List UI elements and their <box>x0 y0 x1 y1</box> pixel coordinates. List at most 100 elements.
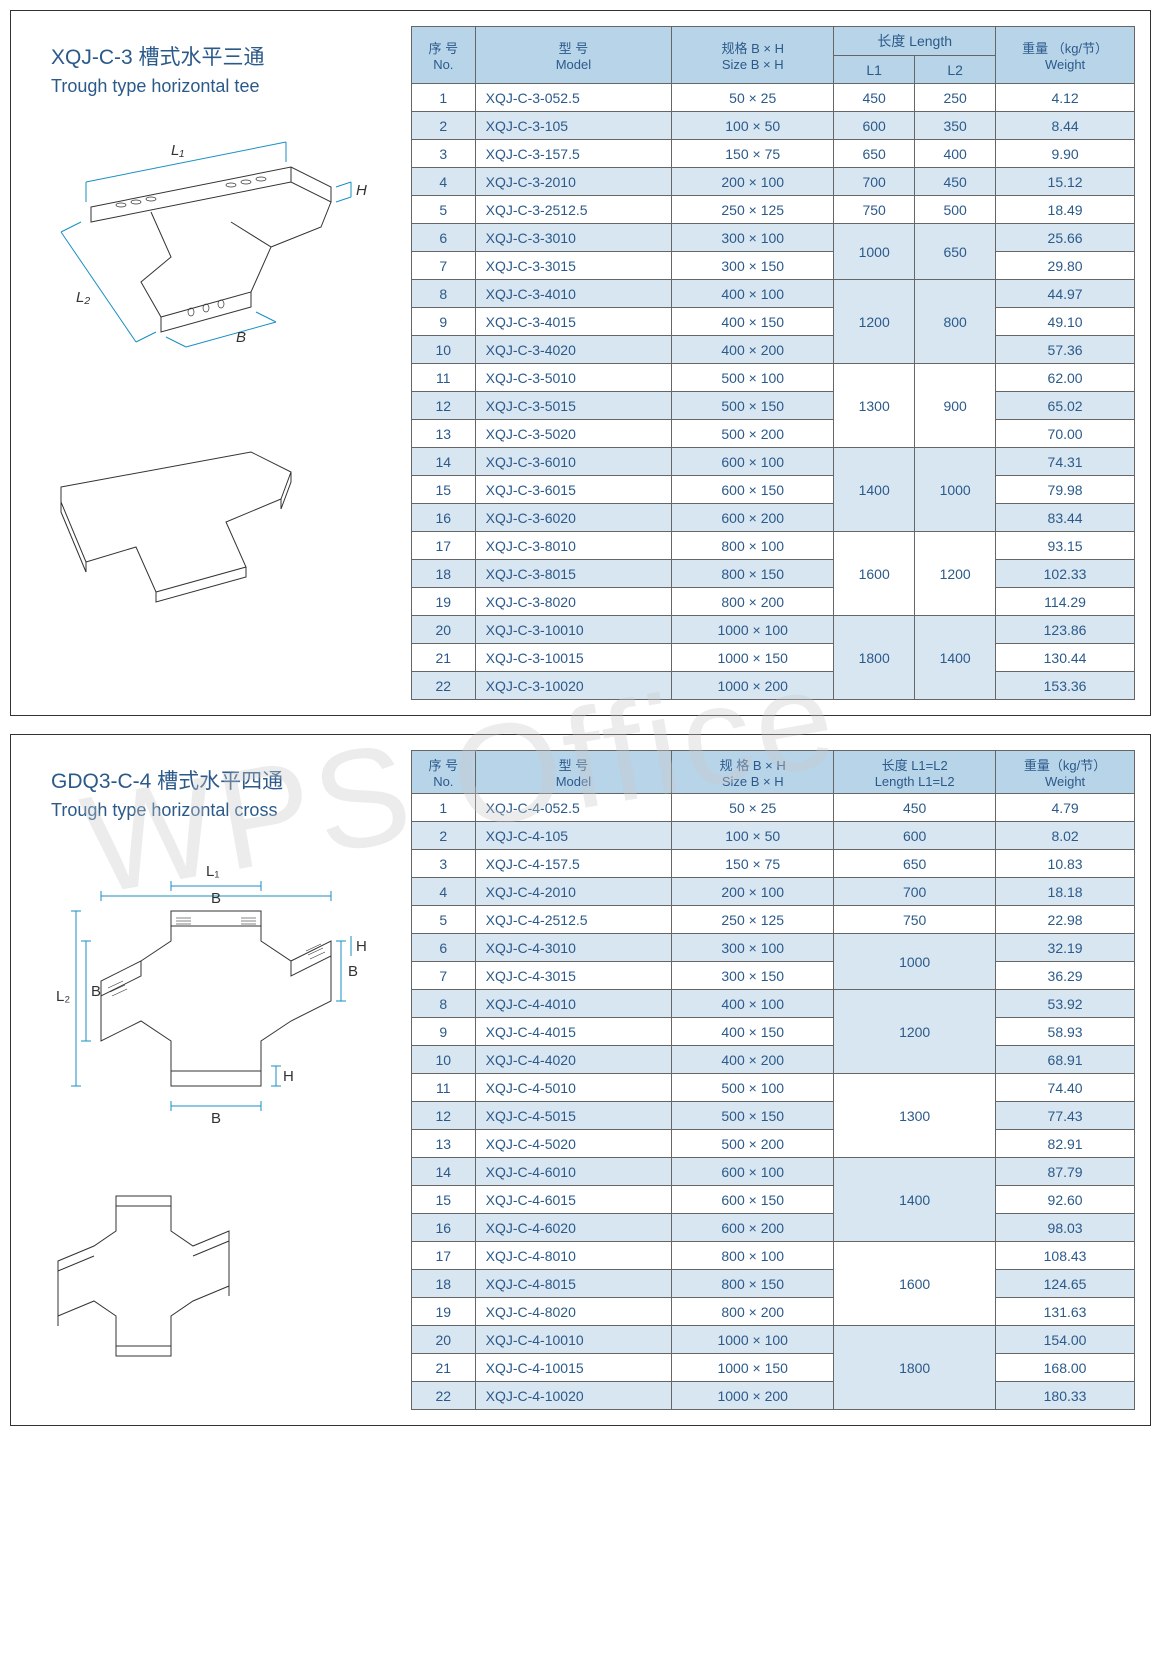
cell-no: 10 <box>412 336 476 364</box>
table-row: 4XQJ-C-3-2010200 × 10070045015.12 <box>412 168 1135 196</box>
cell-weight: 74.40 <box>996 1074 1135 1102</box>
cell-weight: 98.03 <box>996 1214 1135 1242</box>
cell-no: 9 <box>412 1018 476 1046</box>
cell-l1: 1300 <box>834 364 915 448</box>
table-row: 19XQJ-C-3-8020800 × 200114.29 <box>412 588 1135 616</box>
cell-weight: 65.02 <box>996 392 1135 420</box>
cell-no: 19 <box>412 1298 476 1326</box>
cell-l2: 500 <box>915 196 996 224</box>
cell-length: 700 <box>834 878 996 906</box>
cell-no: 5 <box>412 906 476 934</box>
table-row: 10XQJ-C-3-4020400 × 20057.36 <box>412 336 1135 364</box>
cell-model: XQJ-C-4-10015 <box>475 1354 672 1382</box>
table-row: 14XQJ-C-3-6010600 × 1001400100074.31 <box>412 448 1135 476</box>
cell-l1: 1600 <box>834 532 915 616</box>
table-row: 6XQJ-C-3-3010300 × 100100065025.66 <box>412 224 1135 252</box>
cell-length: 650 <box>834 850 996 878</box>
cell-no: 7 <box>412 252 476 280</box>
cell-model: XQJ-C-3-6020 <box>475 504 672 532</box>
cell-size: 600 × 150 <box>672 476 834 504</box>
cell-l1: 450 <box>834 84 915 112</box>
table-row: 18XQJ-C-3-8015800 × 150102.33 <box>412 560 1135 588</box>
cell-size: 600 × 100 <box>672 1158 834 1186</box>
cell-length: 1400 <box>834 1158 996 1242</box>
cell-size: 1000 × 100 <box>672 616 834 644</box>
cell-size: 500 × 200 <box>672 1130 834 1158</box>
cell-size: 600 × 100 <box>672 448 834 476</box>
cell-no: 22 <box>412 672 476 700</box>
h2-model-en: Model <box>482 774 666 789</box>
panel1-subtitle: Trough type horizontal tee <box>51 76 396 97</box>
cell-weight: 153.36 <box>996 672 1135 700</box>
cell-no: 4 <box>412 878 476 906</box>
cell-length: 600 <box>834 822 996 850</box>
table-row: 2XQJ-C-4-105100 × 506008.02 <box>412 822 1135 850</box>
cell-weight: 29.80 <box>996 252 1135 280</box>
panel-cross: GDQ3-C-4 槽式水平四通 Trough type horizontal c… <box>10 734 1151 1426</box>
h-l2: L2 <box>915 56 996 84</box>
cell-model: XQJ-C-4-6020 <box>475 1214 672 1242</box>
dim-l1-2: L₁ <box>206 863 219 880</box>
cell-model: XQJ-C-3-6010 <box>475 448 672 476</box>
cell-model: XQJ-C-4-5015 <box>475 1102 672 1130</box>
dim-l1: L₁ <box>171 142 184 159</box>
table-row: 19XQJ-C-4-8020800 × 200131.63 <box>412 1298 1135 1326</box>
cell-model: XQJ-C-3-157.5 <box>475 140 672 168</box>
cell-model: XQJ-C-3-8020 <box>475 588 672 616</box>
table-row: 17XQJ-C-3-8010800 × 1001600120093.15 <box>412 532 1135 560</box>
cell-weight: 9.90 <box>996 140 1135 168</box>
cell-no: 14 <box>412 448 476 476</box>
table-row: 13XQJ-C-3-5020500 × 20070.00 <box>412 420 1135 448</box>
cell-model: XQJ-C-4-6015 <box>475 1186 672 1214</box>
cell-weight: 154.00 <box>996 1326 1135 1354</box>
cell-model: XQJ-C-3-3015 <box>475 252 672 280</box>
cell-model: XQJ-C-3-6015 <box>475 476 672 504</box>
panel2-title: GDQ3-C-4 槽式水平四通 <box>51 765 396 795</box>
cell-weight: 62.00 <box>996 364 1135 392</box>
table-row: 14XQJ-C-4-6010600 × 100140087.79 <box>412 1158 1135 1186</box>
cell-l1: 600 <box>834 112 915 140</box>
cell-weight: 168.00 <box>996 1354 1135 1382</box>
cell-no: 11 <box>412 1074 476 1102</box>
cell-weight: 74.31 <box>996 448 1135 476</box>
cell-l1: 650 <box>834 140 915 168</box>
table-row: 13XQJ-C-4-5020500 × 20082.91 <box>412 1130 1135 1158</box>
cell-no: 12 <box>412 392 476 420</box>
cell-size: 500 × 150 <box>672 392 834 420</box>
cell-no: 22 <box>412 1382 476 1410</box>
cell-model: XQJ-C-4-4010 <box>475 990 672 1018</box>
cell-size: 1000 × 200 <box>672 1382 834 1410</box>
cell-model: XQJ-C-3-8010 <box>475 532 672 560</box>
dim-b: B <box>236 329 246 346</box>
cell-no: 1 <box>412 84 476 112</box>
cell-model: XQJ-C-4-5010 <box>475 1074 672 1102</box>
cell-weight: 130.44 <box>996 644 1135 672</box>
cell-no: 2 <box>412 112 476 140</box>
cell-size: 400 × 200 <box>672 336 834 364</box>
cell-model: XQJ-C-4-8015 <box>475 1270 672 1298</box>
cell-size: 1000 × 100 <box>672 1326 834 1354</box>
cell-size: 800 × 100 <box>672 1242 834 1270</box>
cell-weight: 79.98 <box>996 476 1135 504</box>
cell-no: 15 <box>412 1186 476 1214</box>
cell-length: 1000 <box>834 934 996 990</box>
table-row: 21XQJ-C-4-100151000 × 150168.00 <box>412 1354 1135 1382</box>
cell-size: 50 × 25 <box>672 794 834 822</box>
cell-length: 1600 <box>834 1242 996 1326</box>
dim-b4: B <box>211 1110 221 1127</box>
cell-model: XQJ-C-3-4015 <box>475 308 672 336</box>
table-row: 11XQJ-C-3-5010500 × 100130090062.00 <box>412 364 1135 392</box>
table-row: 5XQJ-C-3-2512.5250 × 12575050018.49 <box>412 196 1135 224</box>
cell-no: 1 <box>412 794 476 822</box>
cell-length: 1300 <box>834 1074 996 1158</box>
cell-l2: 250 <box>915 84 996 112</box>
cell-size: 100 × 50 <box>672 822 834 850</box>
cell-no: 8 <box>412 280 476 308</box>
h2-size-cn: 规 格 B × H <box>678 755 827 774</box>
h-no-en: No. <box>418 57 469 72</box>
cell-no: 11 <box>412 364 476 392</box>
cell-size: 250 × 125 <box>672 196 834 224</box>
cell-size: 800 × 150 <box>672 560 834 588</box>
panel2-subtitle: Trough type horizontal cross <box>51 800 396 821</box>
h-l1: L1 <box>834 56 915 84</box>
